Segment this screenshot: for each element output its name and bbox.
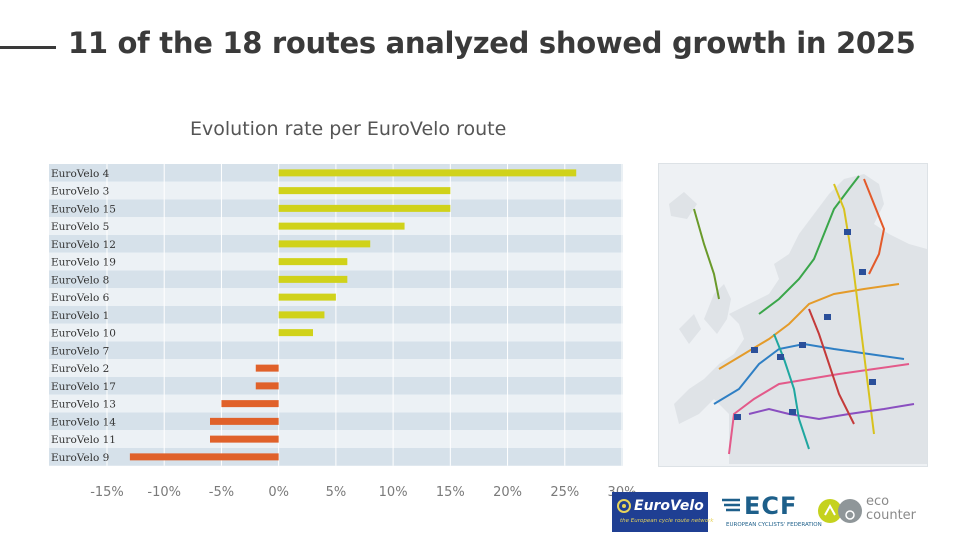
eurovelo-mark-icon [617,499,631,513]
category-label: EuroVelo 4 [51,168,110,180]
category-label: EuroVelo 15 [51,203,116,215]
bar [278,187,451,195]
title-rule [0,46,56,49]
category-label: EuroVelo 1 [51,310,109,322]
ecf-logo-name: ECF [744,492,798,520]
category-label: EuroVelo 17 [51,381,116,393]
x-tick-label: 25% [550,485,579,500]
category-label: EuroVelo 2 [51,363,109,375]
bar [255,364,279,372]
bar [278,275,348,283]
category-label: EuroVelo 10 [51,328,116,340]
category-label: EuroVelo 7 [51,345,109,357]
eco-counter-mark-icon [818,499,862,523]
category-label: EuroVelo 5 [51,221,109,233]
europe-map-icon [659,164,927,466]
category-label: EuroVelo 8 [51,274,109,286]
x-tick-label: 10% [379,485,408,500]
category-label: EuroVelo 6 [51,292,110,304]
x-tick-label: -5% [209,485,234,500]
bar [278,240,371,248]
bar [255,382,279,390]
eurovelo-logo-tagline: the European cycle route network [620,518,714,524]
category-label: EuroVelo 13 [51,399,116,411]
bar [129,453,279,461]
category-label: EuroVelo 14 [51,416,116,428]
bar [210,417,279,425]
eurovelo-logo: EuroVelo the European cycle route networ… [612,492,714,532]
x-tick-label: 15% [436,485,465,500]
chart-title: Evolution rate per EuroVelo route [190,118,507,140]
x-tick-label: 0% [268,485,289,500]
bar [278,311,325,319]
evolution-bar-chart: EuroVelo 4 EuroVelo 3 EuroVelo 15 EuroVelo … [49,164,636,500]
category-label: EuroVelo 11 [51,434,116,446]
europe-map [658,163,928,467]
category-label: EuroVelo 3 [51,186,109,198]
x-tick-label: 20% [493,485,522,500]
eco-counter-logo: eco counter [818,492,940,532]
x-tick-label: -15% [90,485,124,500]
ecf-logo-tagline: EUROPEAN CYCLISTS' FEDERATION [726,522,822,528]
x-tick-label: -10% [147,485,181,500]
ecf-mark-icon [722,498,740,512]
bar [278,258,348,266]
eco-counter-logo-line1: eco [866,494,890,509]
eco-counter-logo-name: eco counter [866,495,916,523]
bar [278,169,577,177]
page-title: 11 of the 18 routes analyzed showed grow… [68,26,916,60]
bar [278,329,313,337]
bar [221,400,279,408]
x-tick-label: 5% [326,485,347,500]
ecf-logo: ECF EUROPEAN CYCLISTS' FEDERATION [720,492,822,532]
category-label: EuroVelo 9 [51,452,109,464]
bar [278,293,336,301]
bar [278,204,451,212]
category-label: EuroVelo 12 [51,239,116,251]
eco-counter-logo-line2: counter [866,508,917,523]
eurovelo-logo-name: EuroVelo [634,498,704,514]
bar [278,222,405,230]
bar [210,435,279,443]
category-label: EuroVelo 19 [51,257,116,269]
